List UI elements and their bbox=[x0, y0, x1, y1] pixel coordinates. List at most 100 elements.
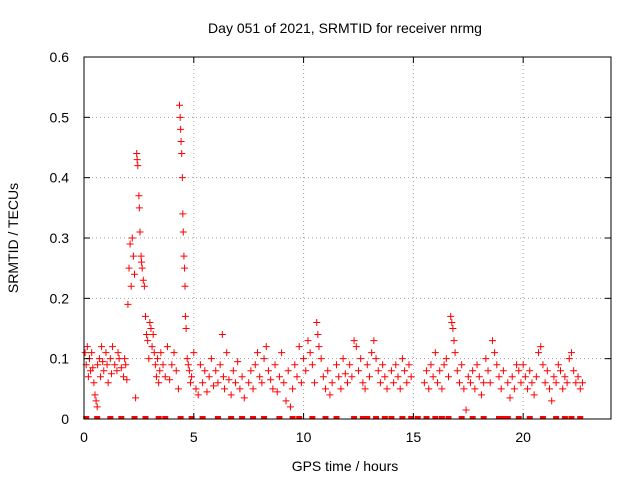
data-point bbox=[308, 361, 316, 369]
data-point bbox=[477, 391, 485, 399]
data-point bbox=[576, 385, 584, 393]
data-point bbox=[314, 331, 322, 339]
data-point bbox=[480, 379, 488, 387]
data-point bbox=[229, 367, 237, 375]
data-point bbox=[93, 403, 101, 411]
y-axis-label: SRMTID / TECUs bbox=[5, 183, 21, 293]
data-point bbox=[570, 367, 578, 375]
gap-marker bbox=[276, 416, 283, 419]
data-point bbox=[133, 156, 141, 164]
gap-marker bbox=[188, 416, 195, 419]
y-tick-label: 0.2 bbox=[50, 290, 70, 306]
gap-marker bbox=[373, 416, 380, 419]
data-point bbox=[504, 379, 512, 387]
gap-marker bbox=[469, 416, 476, 419]
data-point bbox=[324, 367, 332, 375]
data-point bbox=[138, 258, 146, 266]
data-point bbox=[475, 373, 483, 381]
data-point bbox=[471, 385, 479, 393]
data-point bbox=[488, 337, 496, 345]
data-point bbox=[554, 361, 562, 369]
gap-marker bbox=[504, 416, 511, 419]
data-point bbox=[107, 370, 115, 378]
gap-marker bbox=[94, 416, 101, 419]
data-point bbox=[247, 367, 255, 375]
gap-marker bbox=[309, 416, 316, 419]
data-point bbox=[394, 373, 402, 381]
data-point bbox=[94, 361, 102, 369]
data-point bbox=[124, 300, 132, 308]
data-point bbox=[453, 367, 461, 375]
data-point bbox=[182, 325, 190, 332]
data-point bbox=[223, 349, 231, 357]
data-point bbox=[219, 373, 227, 381]
data-point bbox=[190, 349, 198, 357]
data-point bbox=[156, 367, 164, 375]
data-point bbox=[352, 343, 360, 351]
data-point bbox=[508, 373, 516, 381]
data-point bbox=[181, 264, 189, 272]
data-point bbox=[194, 391, 202, 399]
data-point bbox=[376, 379, 384, 387]
x-tick-label: 20 bbox=[515, 429, 531, 445]
data-point bbox=[177, 125, 185, 133]
data-point bbox=[387, 367, 395, 375]
data-point bbox=[258, 379, 266, 387]
data-point bbox=[315, 343, 323, 351]
gap-marker bbox=[364, 416, 371, 419]
data-point bbox=[379, 361, 387, 369]
data-point bbox=[284, 367, 292, 375]
data-point bbox=[510, 385, 518, 393]
data-point bbox=[145, 355, 153, 363]
data-point bbox=[339, 355, 347, 363]
gap-marker bbox=[399, 416, 406, 419]
data-point bbox=[550, 373, 558, 381]
data-point bbox=[359, 379, 367, 387]
data-point bbox=[186, 379, 194, 387]
data-point bbox=[398, 355, 406, 363]
data-point bbox=[98, 343, 106, 351]
data-point bbox=[361, 385, 369, 393]
data-point bbox=[240, 394, 248, 402]
data-point bbox=[89, 364, 97, 372]
data-point bbox=[128, 234, 136, 242]
data-point bbox=[131, 270, 139, 278]
data-point bbox=[127, 282, 135, 290]
data-point bbox=[392, 361, 400, 369]
data-point bbox=[381, 373, 389, 381]
data-point bbox=[114, 349, 122, 357]
data-point bbox=[88, 349, 96, 357]
data-point bbox=[185, 367, 193, 375]
data-point bbox=[484, 367, 492, 375]
data-point bbox=[335, 373, 343, 381]
data-point bbox=[346, 361, 354, 369]
gap-marker bbox=[107, 416, 114, 419]
y-tick-label: 0.1 bbox=[50, 351, 70, 367]
data-point bbox=[341, 370, 349, 378]
data-point bbox=[319, 373, 327, 381]
data-point bbox=[513, 361, 521, 369]
data-point bbox=[111, 361, 119, 369]
data-point bbox=[532, 373, 540, 381]
data-point bbox=[161, 373, 169, 381]
data-point bbox=[559, 385, 567, 393]
gap-marker bbox=[408, 416, 415, 419]
data-point bbox=[157, 349, 165, 357]
data-point bbox=[563, 379, 571, 387]
data-point bbox=[295, 343, 303, 351]
gap-marker bbox=[553, 416, 560, 419]
data-point bbox=[425, 385, 433, 393]
data-point bbox=[178, 174, 186, 182]
data-point bbox=[136, 228, 144, 236]
data-point bbox=[469, 367, 477, 375]
data-point bbox=[121, 355, 129, 363]
data-point bbox=[289, 385, 297, 393]
data-point bbox=[109, 343, 117, 351]
data-point bbox=[445, 373, 453, 381]
data-point bbox=[442, 355, 450, 363]
data-point bbox=[180, 252, 188, 260]
data-point bbox=[438, 385, 446, 393]
data-point bbox=[448, 318, 456, 326]
data-point bbox=[150, 349, 158, 357]
data-point bbox=[491, 349, 499, 357]
